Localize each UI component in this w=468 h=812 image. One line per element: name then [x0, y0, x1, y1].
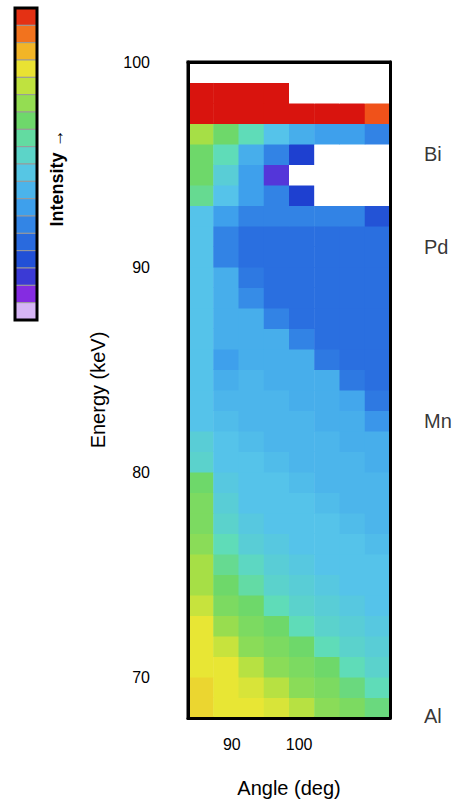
svg-text:Al: Al	[424, 705, 442, 727]
svg-text:Mn: Mn	[424, 410, 452, 432]
svg-text:100: 100	[123, 54, 150, 71]
svg-text:Energy (keV): Energy (keV)	[87, 332, 109, 449]
svg-text:90: 90	[132, 259, 150, 276]
svg-text:90: 90	[223, 736, 241, 753]
svg-text:100: 100	[286, 736, 313, 753]
svg-text:80: 80	[132, 464, 150, 481]
svg-text:Angle (deg): Angle (deg)	[237, 777, 340, 799]
svg-text:Bi: Bi	[424, 143, 442, 165]
svg-text:70: 70	[132, 669, 150, 686]
svg-text:Pd: Pd	[424, 236, 448, 258]
svg-text:Intensity →: Intensity →	[47, 129, 67, 226]
